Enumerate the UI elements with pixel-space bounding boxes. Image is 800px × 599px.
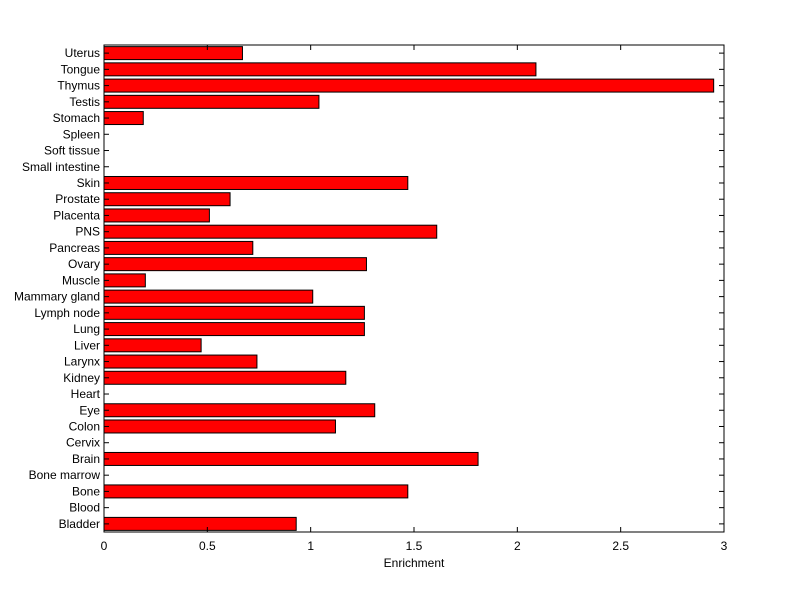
bar-larynx [103, 354, 258, 369]
bar-muscle [103, 273, 146, 288]
y-tick-label-testis: Testis [69, 95, 100, 109]
bar-kidney [103, 370, 347, 385]
bar-pns [103, 224, 438, 239]
x-tick-label-6: 3 [721, 539, 728, 553]
bar-testis [103, 94, 320, 109]
x-tick-label-5: 2.5 [612, 539, 629, 553]
plot-frame [103, 44, 725, 533]
x-axis-title: Enrichment [384, 556, 445, 570]
y-tick-label-ovary: Ovary [68, 257, 100, 271]
y-tick-label-kidney: Kidney [63, 371, 100, 385]
y-tick-label-lymph-node: Lymph node [34, 306, 100, 320]
bar-colon [103, 419, 336, 434]
y-tick-label-soft-tissue: Soft tissue [44, 144, 100, 158]
y-tick-label-small-intestine: Small intestine [22, 160, 100, 174]
y-tick-label-muscle: Muscle [62, 273, 100, 287]
y-tick-label-liver: Liver [74, 338, 100, 352]
y-tick-label-eye: Eye [79, 403, 100, 417]
bar-prostate [103, 192, 231, 207]
y-tick-label-uterus: Uterus [65, 46, 100, 60]
bar-placenta [103, 208, 210, 223]
y-tick-label-thymus: Thymus [57, 79, 100, 93]
x-tick-label-4: 2 [514, 539, 521, 553]
y-tick-label-pancreas: Pancreas [49, 241, 100, 255]
x-tick-label-2: 1 [307, 539, 314, 553]
y-tick-label-heart: Heart [71, 387, 101, 401]
bar-skin [103, 175, 409, 190]
bar-uterus [103, 46, 243, 61]
y-tick-label-brain: Brain [72, 452, 100, 466]
bar-brain [103, 451, 479, 466]
y-tick-label-placenta: Placenta [53, 208, 100, 222]
y-tick-label-larynx: Larynx [64, 355, 100, 369]
bar-ovary [103, 257, 367, 272]
y-tick-label-blood: Blood [69, 501, 100, 515]
y-tick-label-cervix: Cervix [66, 436, 100, 450]
bar-lung [103, 322, 365, 337]
y-tick-label-lung: Lung [73, 322, 100, 336]
x-tick-label-1: 0.5 [199, 539, 216, 553]
y-tick-label-mammary-gland: Mammary gland [14, 290, 100, 304]
bar-eye [103, 403, 376, 418]
y-tick-label-colon: Colon [69, 419, 100, 433]
y-tick-label-bladder: Bladder [59, 517, 100, 531]
y-tick-label-skin: Skin [77, 176, 100, 190]
bar-stomach [103, 111, 144, 126]
ticks-layer: Uterus Tongue Thymus Testis Stomach Spleen Sof… [14, 45, 728, 553]
y-tick-label-bone: Bone [72, 484, 100, 498]
y-tick-label-prostate: Prostate [55, 192, 100, 206]
y-tick-label-stomach: Stomach [53, 111, 100, 125]
y-tick-label-bone-marrow: Bone marrow [29, 468, 101, 482]
bar-thymus [103, 78, 715, 93]
x-tick-label-0: 0 [101, 539, 108, 553]
bar-lymph-node [103, 305, 365, 320]
bar-tongue [103, 62, 537, 77]
bar-mammary-gland [103, 289, 314, 304]
y-tick-label-tongue: Tongue [61, 62, 101, 76]
bar-bladder [103, 516, 297, 531]
x-tick-label-3: 1.5 [406, 539, 423, 553]
bar-liver [103, 338, 202, 353]
y-tick-label-pns: PNS [75, 225, 100, 239]
bar-bone [103, 484, 409, 499]
bar-pancreas [103, 240, 254, 255]
y-tick-label-spleen: Spleen [63, 127, 100, 141]
